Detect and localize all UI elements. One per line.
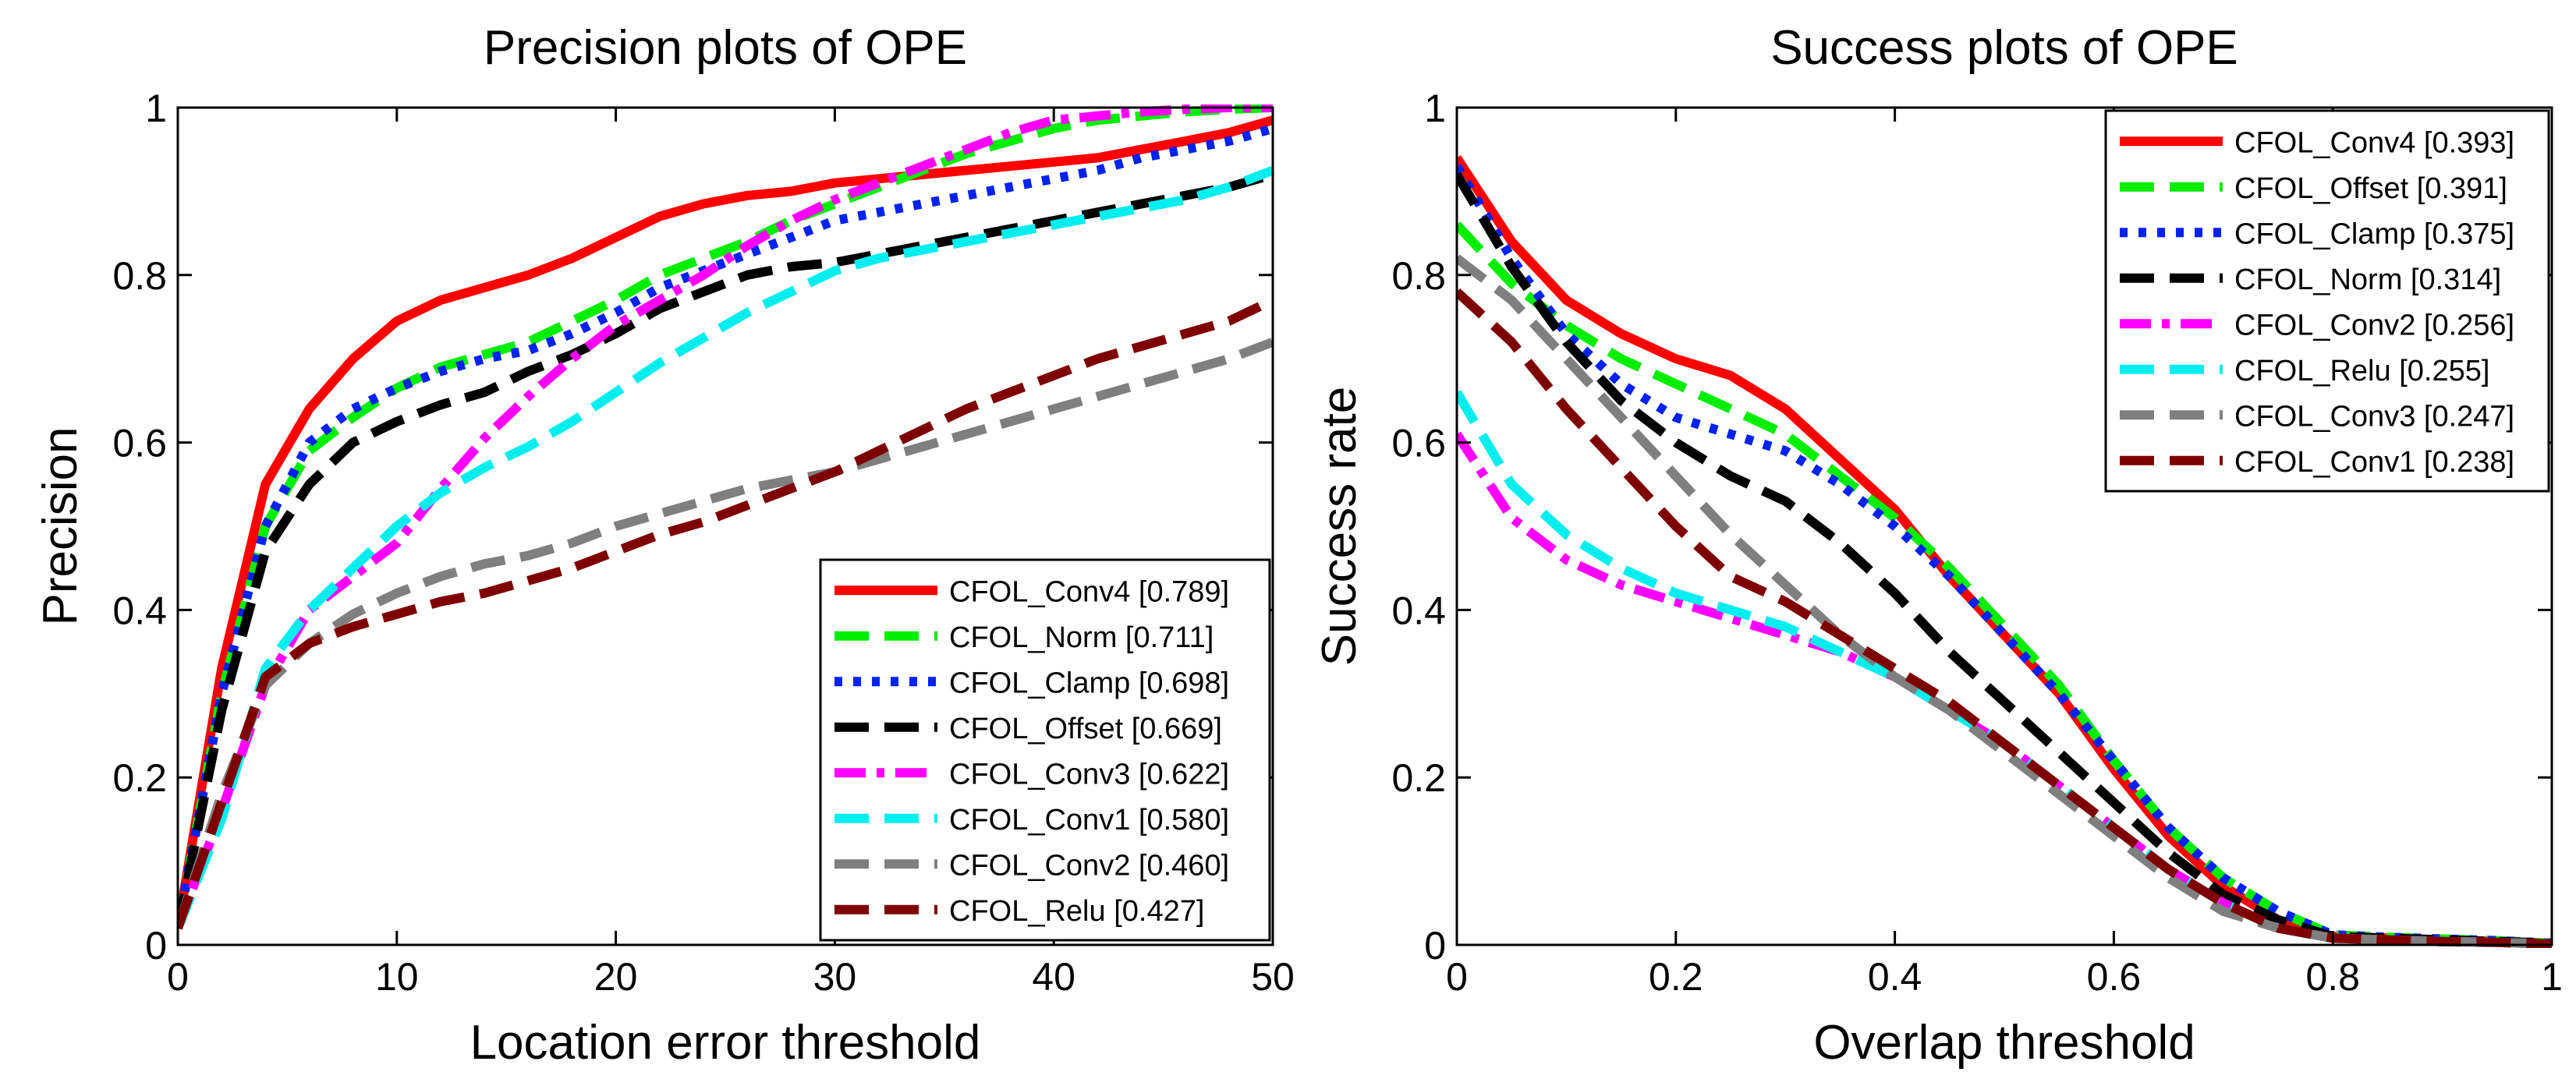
x-axis-label: Location error threshold: [470, 1016, 981, 1070]
y-tick-label: 0: [1424, 924, 1446, 967]
legend-entry-cfol-norm: CFOL_Norm [0.314]: [2234, 264, 2501, 296]
success-chart: Success plots of OPE 0 0.2 0.4 0.6 0.8 1 0 0.2 0.…: [1313, 21, 2563, 1070]
legend-entry-cfol-conv2: CFOL_Conv2 [0.256]: [2234, 309, 2514, 341]
y-tick-label: 0.4: [1391, 589, 1446, 632]
y-axis-label: Precision: [34, 427, 87, 626]
legend-entry-cfol-conv3: CFOL_Conv3 [0.247]: [2234, 400, 2514, 433]
legend-entry-cfol-conv4: CFOL_Conv4 [0.789]: [949, 575, 1229, 608]
legend-entry-cfol-offset: CFOL_Offset [0.669]: [949, 713, 1222, 745]
y-tick-label: 0: [145, 924, 167, 967]
series-group: [1457, 155, 2553, 948]
series-line-cfol-conv1: [1457, 288, 2553, 948]
legend-box: [819, 558, 1271, 942]
legend-entry-cfol-conv4: CFOL_Conv4 [0.393]: [2234, 126, 2514, 159]
y-tick-label: 1: [145, 87, 167, 130]
legend-entry-cfol-relu: CFOL_Relu [0.427]: [949, 895, 1204, 928]
series-line-cfol-conv3: [1457, 254, 2553, 948]
legend: CFOL_Conv4 [0.393] CFOL_Offset [0.391] CFO…: [2104, 109, 2550, 493]
series-line-cfol-conv4: [178, 115, 1274, 929]
axes-frame: [176, 106, 1274, 946]
y-tick-label: 0.8: [112, 254, 167, 298]
legend-entry-cfol-conv1: CFOL_Conv1 [0.580]: [949, 804, 1229, 837]
x-tick-label: 0.2: [1649, 955, 1703, 999]
legend-entry-cfol-clamp: CFOL_Clamp [0.698]: [949, 667, 1229, 699]
series-line-cfol-norm: [178, 104, 1274, 929]
legend-entry-cfol-offset: CFOL_Offset [0.391]: [2234, 172, 2507, 205]
y-tick-label: 0.8: [1391, 254, 1446, 298]
chart-title: Success plots of OPE: [1770, 21, 2238, 75]
series-line-cfol-conv2: [178, 338, 1275, 930]
x-tick-label: 0.8: [2305, 955, 2360, 999]
x-tick-label: 0: [1446, 955, 1468, 999]
series-line-cfol-conv1: [178, 165, 1275, 930]
series-group: [178, 104, 1275, 930]
y-tick-label: 0.2: [1391, 756, 1446, 800]
y-axis-label: Success rate: [1313, 387, 1366, 666]
axes-frame: [1455, 106, 2553, 946]
precision-chart: Precision plots of OPE 0 10 20 30 40 50 0 0.2 0.4…: [34, 21, 1295, 1070]
series-line-cfol-conv2: [1457, 431, 2553, 948]
legend-box: [2104, 109, 2550, 493]
x-tick-label: 10: [375, 955, 419, 999]
x-axis-label: Overlap threshold: [1813, 1016, 2195, 1070]
x-tick-label: 50: [1251, 955, 1295, 999]
y-tick-label: 0.6: [112, 422, 167, 465]
series-line-cfol-conv3: [178, 104, 1273, 930]
legend-entry-cfol-relu: CFOL_Relu [0.255]: [2234, 355, 2489, 387]
legend: CFOL_Conv4 [0.789] CFOL_Norm [0.711] CFOL_…: [819, 558, 1271, 942]
chart-title: Precision plots of OPE: [484, 21, 967, 75]
x-tick-label: 1: [2541, 955, 2563, 999]
x-tick-label: 20: [594, 955, 638, 999]
x-tick-label: 0.4: [1868, 955, 1922, 999]
x-tick-label: 40: [1032, 955, 1075, 999]
legend-entry-cfol-conv3: CFOL_Conv3 [0.622]: [949, 758, 1229, 791]
x-tick-label: 30: [813, 955, 857, 999]
y-tick-label: 0.4: [112, 589, 167, 632]
x-tick-label: 0: [167, 955, 189, 999]
y-tick-label: 0.6: [1391, 422, 1446, 465]
legend-entry-cfol-clamp: CFOL_Clamp [0.375]: [2234, 218, 2514, 250]
series-line-cfol-relu: [178, 295, 1275, 930]
series-line-cfol-offset: [178, 170, 1274, 929]
x-tick-label: 0.6: [2087, 955, 2142, 999]
y-tick-label: 0.2: [112, 756, 167, 800]
legend-entry-cfol-conv2: CFOL_Conv2 [0.460]: [949, 849, 1229, 882]
y-tick-label: 1: [1424, 87, 1446, 130]
legend-entry-cfol-conv1: CFOL_Conv1 [0.238]: [2234, 446, 2514, 479]
legend-entry-cfol-norm: CFOL_Norm [0.711]: [949, 621, 1214, 654]
